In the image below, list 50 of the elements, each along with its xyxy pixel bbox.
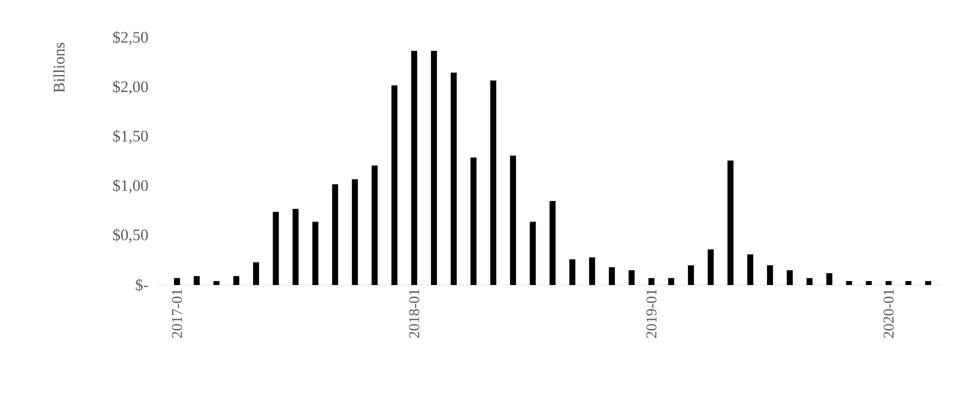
- bar: [628, 270, 635, 285]
- bar: [925, 281, 932, 285]
- x-tick-label: 2019-01: [646, 289, 656, 338]
- bar: [510, 156, 516, 285]
- y-axis-title: Billions: [53, 42, 65, 93]
- bar: [194, 276, 200, 285]
- bar: [391, 85, 398, 285]
- bar: [708, 249, 714, 285]
- bar: [233, 276, 240, 285]
- y-tick-label: $1,00: [113, 179, 148, 194]
- bar: [174, 278, 180, 285]
- y-tick-label: $0,50: [113, 228, 148, 243]
- bar: [826, 273, 832, 285]
- bar: [668, 278, 674, 285]
- bar: [905, 281, 912, 285]
- bar: [589, 257, 596, 285]
- bar: [272, 212, 279, 285]
- x-tick-label: 2020-01: [884, 289, 894, 338]
- bar: [292, 208, 299, 285]
- bar: [430, 50, 437, 285]
- bar: [648, 278, 654, 285]
- x-tick-label: 2018-01: [409, 289, 420, 338]
- bar: [688, 265, 694, 285]
- bar: [490, 80, 496, 285]
- bar: [332, 184, 338, 285]
- bar: [806, 278, 813, 285]
- bar: [312, 222, 318, 285]
- bar: [767, 265, 774, 285]
- y-tick-label: $2,00: [113, 80, 148, 94]
- y-tick-label: $2,50: [113, 30, 148, 46]
- bar: [569, 259, 576, 285]
- bar: [352, 179, 358, 285]
- bar: [450, 72, 457, 285]
- bar: [470, 158, 476, 285]
- bar: [886, 281, 892, 285]
- bar: [411, 50, 418, 285]
- bar: [372, 165, 378, 285]
- bar: [608, 267, 615, 285]
- y-tick-label: $-: [136, 278, 148, 292]
- bar: [846, 281, 852, 285]
- bar: [253, 262, 260, 285]
- bar: [747, 254, 754, 285]
- bar: [786, 270, 793, 285]
- x-tick-label: 2017-01: [172, 289, 182, 338]
- bar: [550, 201, 556, 285]
- y-tick-label: $1,50: [113, 130, 148, 144]
- bar: [727, 160, 734, 285]
- bar: [866, 281, 872, 285]
- bar: [530, 222, 536, 285]
- bar: [214, 281, 220, 285]
